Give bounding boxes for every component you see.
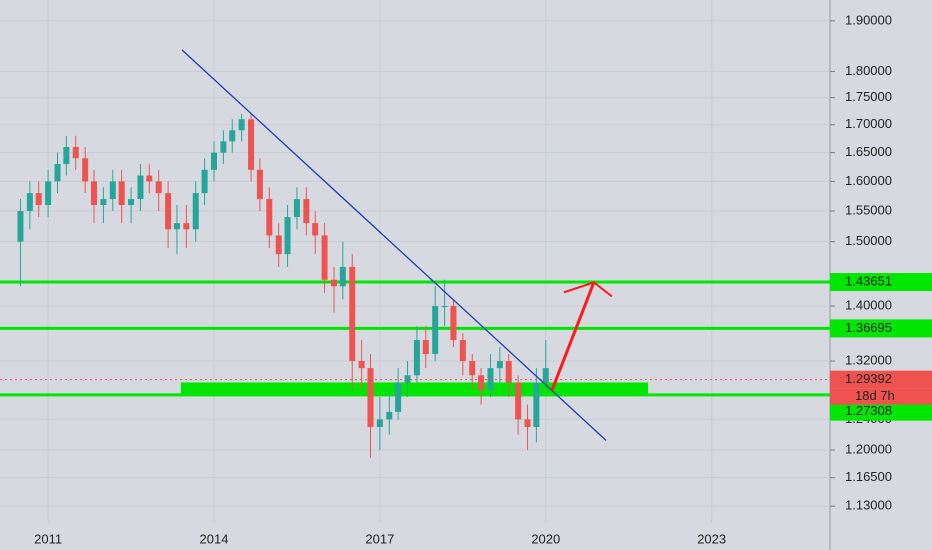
- candle-body: [54, 164, 61, 182]
- candle-body: [478, 375, 485, 390]
- candle-body: [128, 199, 135, 206]
- x-tick-label: 2011: [34, 531, 62, 546]
- candle-body: [358, 361, 365, 369]
- candle-body: [367, 368, 374, 427]
- candle-body: [72, 147, 79, 159]
- countdown-box: [830, 388, 932, 405]
- candle-body: [173, 223, 180, 230]
- candle-body: [109, 181, 116, 200]
- candle-body: [404, 375, 411, 383]
- candle-body: [118, 181, 125, 206]
- candle-body: [45, 181, 52, 206]
- candle-body: [376, 419, 383, 427]
- candle-body: [293, 199, 300, 218]
- candle-body: [432, 306, 439, 354]
- candle-body: [542, 368, 549, 383]
- candle-body: [266, 199, 273, 236]
- candle-body: [238, 119, 245, 131]
- level-label: 1.36695: [845, 320, 892, 335]
- arrow-head: [563, 281, 613, 298]
- candle-body: [137, 175, 144, 200]
- candle-body: [459, 340, 466, 362]
- candle-body: [248, 119, 255, 170]
- y-tick-label: 1.20000: [845, 441, 892, 456]
- candle-body: [256, 169, 263, 200]
- candle-body: [422, 340, 429, 354]
- level-label: 1.43651: [845, 273, 892, 288]
- candle-body: [505, 361, 512, 383]
- x-tick-label: 2017: [365, 531, 394, 546]
- candle-body: [450, 306, 457, 341]
- candle-body: [35, 193, 42, 206]
- y-tick-label: 1.90000: [845, 12, 892, 27]
- x-tick-label: 2023: [697, 531, 726, 546]
- level-label: 1.27308: [845, 403, 892, 418]
- candle-body: [349, 266, 356, 362]
- y-tick-label: 1.65000: [845, 144, 892, 159]
- candle-body: [339, 266, 346, 287]
- candle-body: [146, 175, 153, 182]
- candle-body: [469, 361, 476, 376]
- y-tick-label: 1.60000: [845, 173, 892, 188]
- candle-body: [100, 199, 107, 206]
- level-label-box: [830, 402, 932, 421]
- y-tick-label: 1.40000: [845, 298, 892, 313]
- arrow: [550, 281, 596, 392]
- candle-body: [210, 152, 217, 170]
- candle-body: [229, 130, 236, 142]
- candle-body: [17, 211, 24, 242]
- level-label-box: [830, 273, 932, 292]
- candle-body: [192, 193, 199, 230]
- candle-body: [330, 279, 337, 287]
- last-price-label: 1.29392: [845, 371, 892, 386]
- candle-body: [533, 382, 540, 427]
- y-tick-label: 1.55000: [845, 202, 892, 217]
- y-tick-label: 1.75000: [845, 89, 892, 104]
- candle-body: [312, 223, 319, 236]
- candle-body: [386, 411, 393, 420]
- candle-body: [220, 141, 227, 153]
- candle-body: [26, 193, 33, 212]
- candle-body: [515, 382, 522, 420]
- candle-body: [91, 181, 98, 206]
- candle-body: [441, 306, 448, 308]
- candle-body: [524, 419, 531, 427]
- candle-body: [63, 147, 70, 165]
- y-tick-label: 1.80000: [845, 63, 892, 78]
- y-tick-label: 1.70000: [845, 116, 892, 131]
- candle-body: [284, 217, 291, 255]
- candle-body: [165, 193, 172, 230]
- y-tick-label: 1.13000: [845, 498, 892, 513]
- candle-body: [303, 199, 310, 224]
- candle-body: [155, 181, 162, 194]
- x-tick-label: 2020: [531, 531, 560, 546]
- candle-body: [496, 361, 503, 369]
- candle-body: [487, 368, 494, 390]
- x-tick-label: 2014: [200, 531, 229, 546]
- countdown: 18d 7h: [855, 388, 895, 403]
- candle-body: [183, 223, 190, 230]
- trendline: [181, 49, 607, 441]
- candle-body: [82, 158, 89, 182]
- candle-body: [321, 235, 328, 280]
- level-label-box: [830, 319, 932, 338]
- candle-body: [413, 340, 420, 376]
- candle-body: [395, 382, 402, 412]
- y-tick-label: 1.16500: [845, 469, 892, 484]
- last-price-label-box: [830, 370, 932, 389]
- candle-body: [275, 235, 282, 255]
- y-tick-label: 1.50000: [845, 233, 892, 248]
- y-tick-label: 1.32000: [845, 352, 892, 367]
- support-band: [180, 382, 649, 394]
- candle-body: [201, 169, 208, 194]
